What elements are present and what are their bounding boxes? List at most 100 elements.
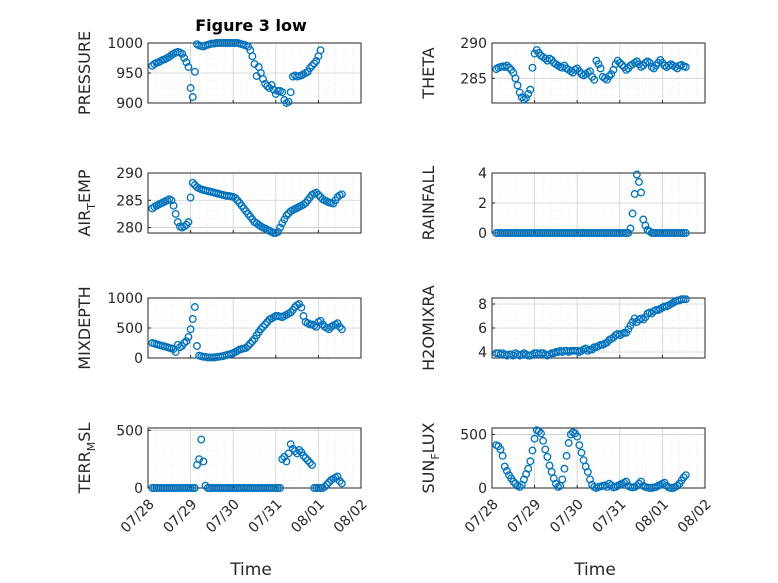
y-axis-label: RAINFALL <box>419 166 438 241</box>
data-point <box>681 471 690 480</box>
axes-frame <box>147 427 362 489</box>
data-point <box>303 456 312 465</box>
data-point <box>534 427 543 436</box>
data-point <box>286 440 295 449</box>
data-point <box>276 484 285 492</box>
data-point <box>607 70 616 79</box>
data-point <box>528 446 537 455</box>
data-point <box>184 63 193 71</box>
data-point <box>312 57 321 65</box>
subplot-mixdepth: 0 500 1000 MIXDEPTH <box>75 286 362 370</box>
data-point <box>515 482 524 491</box>
data-point <box>256 325 265 334</box>
data-point <box>190 484 199 492</box>
data-point <box>335 477 344 486</box>
data-point <box>259 322 267 331</box>
data-point <box>186 193 195 202</box>
data-point <box>622 477 631 486</box>
data-point <box>171 348 180 356</box>
x-axis-label-right: Time <box>573 560 616 580</box>
data-point <box>596 64 605 73</box>
y-tick-label: 0 <box>478 226 487 242</box>
data-point <box>679 473 688 482</box>
data-point <box>588 345 597 354</box>
data-point <box>613 56 622 65</box>
data-point <box>171 209 180 218</box>
subplot-airtemp: 280 285 290 AIRTEMP <box>75 166 362 237</box>
subplot-rainfall: 0 2 4 RAINFALL <box>419 166 706 242</box>
data-point <box>513 81 522 90</box>
data-point <box>624 229 633 237</box>
subplot-theta: 285 290 THETA <box>419 36 706 104</box>
data-point <box>278 219 287 228</box>
data-point <box>505 63 513 72</box>
y-tick-label: 285 <box>460 71 487 87</box>
data-point <box>590 75 599 84</box>
y-axis-label: SUNFLUX <box>419 422 442 493</box>
data-point <box>267 81 276 89</box>
y-tick-label: 500 <box>116 423 143 439</box>
data-point <box>261 320 270 329</box>
data-point <box>564 439 573 447</box>
data-point <box>263 82 272 91</box>
y-tick-label: 4 <box>478 166 487 182</box>
x-tick-label: 08/02 <box>331 496 371 536</box>
data-point <box>543 452 552 461</box>
axes-frame <box>491 427 706 489</box>
data-point <box>308 460 316 469</box>
data-point <box>645 58 654 67</box>
x-tick-label: 07/30 <box>547 496 587 536</box>
data-point <box>522 94 531 103</box>
y-tick-label: 8 <box>478 297 487 313</box>
data-point <box>594 60 603 69</box>
data-point <box>562 451 571 460</box>
data-point <box>632 170 641 179</box>
data-point <box>526 457 535 466</box>
data-point <box>502 61 511 70</box>
data-point <box>541 445 550 454</box>
x-tick-label: 07/29 <box>161 496 201 536</box>
y-tick-label: 290 <box>460 36 487 52</box>
data-point <box>169 201 178 210</box>
data-point <box>180 339 189 347</box>
x-tick-label: 07/29 <box>505 496 545 536</box>
data-point <box>186 325 195 334</box>
data-point <box>282 457 291 466</box>
data-point <box>301 454 310 462</box>
data-point <box>190 67 199 76</box>
data-point <box>681 229 690 237</box>
data-point <box>528 63 537 72</box>
data-point <box>320 482 329 491</box>
y-axis-label: H2OMIXRA <box>419 285 438 371</box>
data-point <box>530 434 539 443</box>
data-point <box>509 477 518 486</box>
data-point <box>184 333 193 341</box>
data-point <box>335 322 344 331</box>
data-point <box>195 455 204 464</box>
data-point <box>173 218 182 227</box>
data-point <box>278 455 287 464</box>
data-point <box>244 342 253 350</box>
data-point <box>537 429 545 438</box>
data-point <box>511 74 520 83</box>
data-point <box>299 451 308 460</box>
subplot-pressure: 900 950 1000 PRESSURE <box>75 31 362 115</box>
data-point <box>502 466 511 475</box>
x-tick-label: 07/31 <box>246 496 286 536</box>
data-point <box>673 481 682 490</box>
data-point <box>526 85 535 94</box>
data-point <box>286 88 295 97</box>
data-point <box>524 89 533 98</box>
plot-area <box>492 428 705 488</box>
y-tick-label: 6 <box>478 321 487 337</box>
data-point <box>615 58 624 67</box>
x-tick-label: 07/28 <box>118 496 158 536</box>
data-point <box>246 339 255 348</box>
y-tick-label: 500 <box>460 427 487 443</box>
data-point <box>308 61 316 70</box>
plot-area <box>492 43 705 103</box>
data-point <box>558 475 567 484</box>
data-point <box>280 215 289 224</box>
y-tick-label: 900 <box>116 96 143 112</box>
data-point <box>316 46 325 55</box>
